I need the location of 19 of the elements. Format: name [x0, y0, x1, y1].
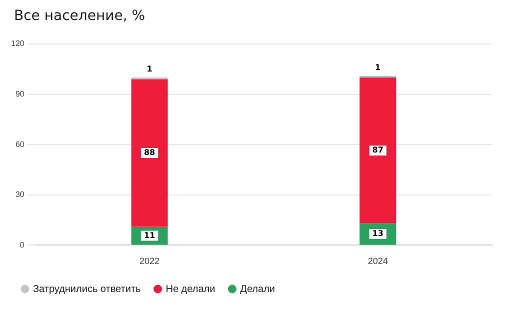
legend-label: Не делали — [166, 284, 216, 295]
data-label: 88 — [144, 148, 156, 158]
data-label: 11 — [144, 230, 156, 240]
data-label: 1 — [146, 64, 153, 74]
y-tick-label: 60 — [15, 140, 25, 149]
y-tick-label: 30 — [15, 190, 25, 200]
x-tick-label: 2022 — [139, 256, 160, 266]
chart-title: Все население, % — [14, 8, 146, 24]
y-tick-label: 120 — [10, 39, 25, 48]
data-label: 1 — [375, 62, 382, 72]
x-tick-label: 2024 — [368, 256, 388, 266]
data-label: 87 — [372, 146, 384, 155]
legend-label: Затруднились ответить — [33, 284, 141, 295]
y-tick-label: 90 — [15, 90, 25, 99]
y-tick-label: 0 — [20, 240, 25, 250]
legend-label: Делали — [240, 284, 276, 295]
bar — [360, 78, 396, 224]
bar — [131, 79, 168, 227]
data-label: 13 — [372, 229, 384, 238]
